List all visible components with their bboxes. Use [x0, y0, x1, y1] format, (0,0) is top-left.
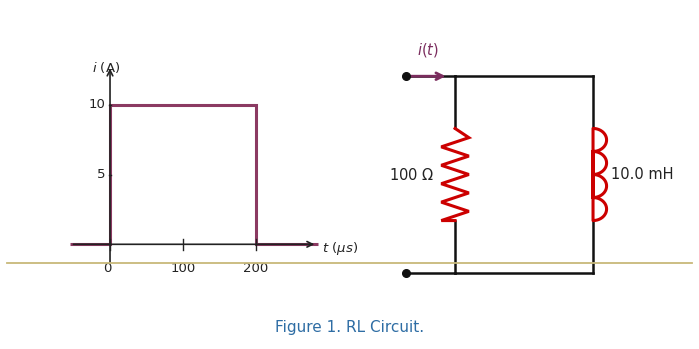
- Text: $i(t)$: $i(t)$: [417, 41, 439, 59]
- Text: 5: 5: [97, 168, 106, 181]
- Text: 100 $\Omega$: 100 $\Omega$: [389, 166, 433, 183]
- Text: 0: 0: [103, 262, 111, 275]
- Text: Figure 1. RL Circuit.: Figure 1. RL Circuit.: [275, 320, 424, 335]
- Text: b: b: [362, 257, 370, 270]
- Text: 10.0 mH: 10.0 mH: [611, 167, 674, 182]
- Text: a: a: [37, 257, 45, 270]
- Text: 10: 10: [89, 98, 106, 111]
- Text: 200: 200: [243, 262, 268, 275]
- Text: $t\ (\mu s)$: $t\ (\mu s)$: [322, 240, 358, 257]
- Text: 100: 100: [171, 262, 196, 275]
- Text: $i$ (A): $i$ (A): [92, 60, 120, 75]
